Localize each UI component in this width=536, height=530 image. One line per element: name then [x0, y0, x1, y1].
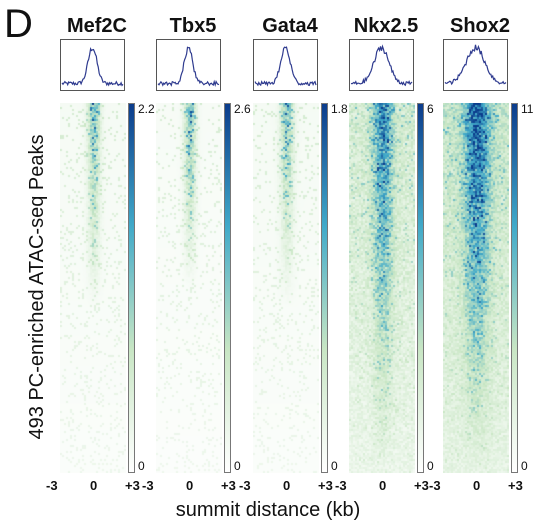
heatmap	[253, 103, 319, 473]
colorbar-min-label: 0	[427, 459, 434, 473]
x-tick-label: +3	[221, 478, 236, 493]
profile-frame	[349, 39, 414, 91]
x-tick-label: 0	[90, 478, 98, 493]
colorbar	[321, 103, 328, 473]
profile-frame	[60, 39, 125, 91]
colorbar-max-label: 2.6	[234, 102, 251, 116]
colorbar-max-label: 11	[521, 102, 534, 116]
y-axis-label: 493 PC-enriched ATAC-seq Peaks	[26, 134, 48, 440]
profile-frame	[253, 39, 318, 91]
x-tick-label: +3	[414, 478, 429, 493]
x-tick-label: -3	[429, 478, 441, 493]
colorbar-max-label: 6	[427, 102, 434, 116]
x-tick-label: -3	[46, 478, 58, 493]
panel-title: Nkx2.5	[353, 15, 419, 37]
profile-line	[350, 44, 413, 87]
colorbar	[417, 103, 424, 473]
panel-nkx2-5: Nkx2.5 6 0 -3 0 +3	[335, 0, 449, 493]
colorbar-max-label: 1.8	[331, 102, 348, 116]
panel-title: Gata4	[262, 15, 318, 37]
panel-title: Tbx5	[169, 15, 217, 37]
aggregate-profile	[156, 39, 221, 91]
colorbar-min-label: 0	[521, 459, 528, 473]
x-tick-label: +3	[125, 478, 140, 493]
x-tick-label: 0	[379, 478, 387, 493]
profile-frame	[156, 39, 221, 91]
aggregate-profile	[349, 39, 414, 91]
colorbar	[128, 103, 135, 473]
x-tick-labels: -3 0 +3	[335, 478, 429, 494]
profile-line	[254, 46, 317, 87]
colorbar-min-label: 0	[331, 459, 338, 473]
x-tick-label: -3	[142, 478, 154, 493]
colorbar	[224, 103, 231, 473]
x-tick-labels: -3 0 +3	[46, 478, 140, 494]
colorbar-min-label: 0	[234, 459, 241, 473]
x-tick-labels: -3 0 +3	[142, 478, 236, 494]
panel-gata4: Gata4 1.8 0 -3 0 +3	[239, 0, 353, 493]
panel-letter: D	[4, 2, 33, 46]
colorbar-max-label: 2.2	[138, 102, 155, 116]
x-tick-label: 0	[283, 478, 291, 493]
profile-line	[61, 46, 124, 87]
heatmap	[156, 103, 222, 473]
panel-mef2c: Mef2C 2.2 0 -3 0 +3	[46, 0, 160, 493]
panel-tbx5: Tbx5 2.6 0 -3 0 +3	[142, 0, 256, 493]
profile-line	[157, 46, 220, 88]
heatmap	[60, 103, 126, 473]
x-axis-label: summit distance (kb)	[175, 499, 361, 521]
colorbar	[511, 103, 518, 473]
x-tick-label: 0	[186, 478, 194, 493]
aggregate-profile	[443, 39, 508, 91]
aggregate-profile	[253, 39, 318, 91]
profile-line	[444, 44, 507, 86]
profile-frame	[443, 39, 508, 91]
x-tick-label: -3	[239, 478, 251, 493]
panel-shox2: Shox2 11 0 -3 0 +3	[429, 0, 536, 493]
panel-title: Shox2	[449, 15, 511, 37]
panel-title: Mef2C	[66, 15, 127, 37]
x-tick-label: -3	[335, 478, 347, 493]
x-tick-label: 0	[473, 478, 481, 493]
x-tick-label: +3	[508, 478, 523, 493]
heatmap	[349, 103, 415, 473]
colorbar-min-label: 0	[138, 459, 145, 473]
aggregate-profile	[60, 39, 125, 91]
x-tick-label: +3	[318, 478, 333, 493]
x-tick-labels: -3 0 +3	[429, 478, 523, 494]
heatmap	[443, 103, 509, 473]
x-tick-labels: -3 0 +3	[239, 478, 333, 494]
